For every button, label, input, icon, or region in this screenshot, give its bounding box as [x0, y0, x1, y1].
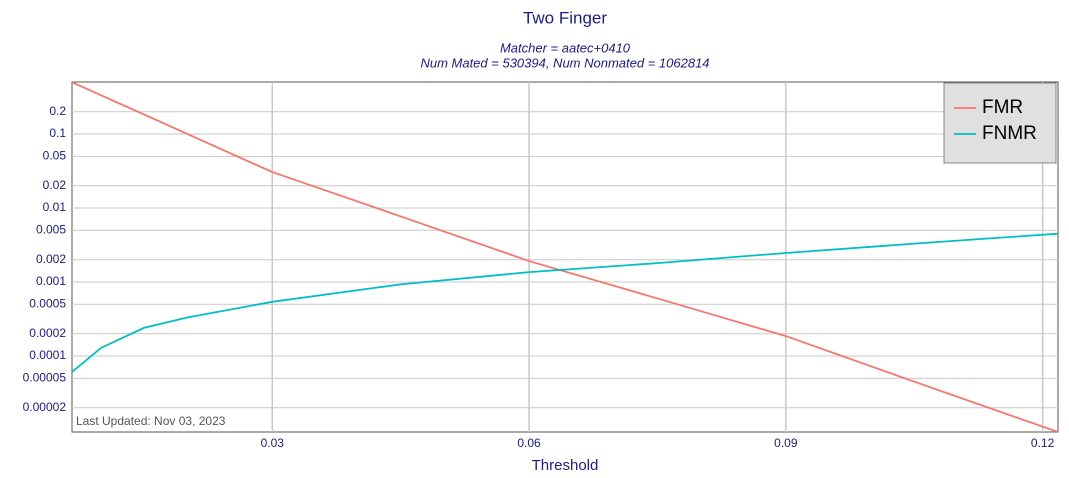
line — [72, 82, 1058, 432]
x-tick-label: 0.03 — [261, 436, 285, 450]
y-tick-label: 0.01 — [43, 200, 67, 214]
legend-label: FNMR — [982, 123, 1037, 144]
y-tick-label: 0.005 — [36, 222, 66, 236]
y-tick-label: 0.00005 — [23, 370, 67, 384]
legend-label: FMR — [982, 97, 1023, 118]
y-tick-label: 0.05 — [43, 148, 67, 162]
y-tick-label: 0.0005 — [29, 296, 66, 310]
y-tick-label: 0.2 — [49, 104, 66, 118]
chart-subtitle: Matcher = aatec+0410 — [500, 40, 631, 55]
y-tick-label: 0.001 — [36, 274, 66, 288]
line — [72, 232, 1058, 373]
x-axis-label: Threshold — [532, 457, 599, 474]
x-tick-label: 0.12 — [1031, 436, 1055, 450]
y-tick-label: 0.02 — [43, 178, 67, 192]
x-tick-label: 0.09 — [774, 436, 798, 450]
chart-title: Two Finger — [523, 8, 607, 27]
y-tick-label: 0.002 — [36, 252, 66, 266]
y-tick-label: 0.00002 — [23, 400, 67, 414]
legend-box — [943, 82, 1057, 164]
chart-subtitle: Num Mated = 530394, Num Nonmated = 10628… — [420, 55, 709, 70]
y-tick-label: 0.1 — [49, 126, 66, 140]
y-tick-label: 0.0002 — [29, 326, 66, 340]
annotation: Last Updated: Nov 03, 2023 — [76, 414, 226, 428]
x-tick-label: 0.06 — [517, 436, 541, 450]
y-tick-label: 0.0001 — [29, 348, 66, 362]
